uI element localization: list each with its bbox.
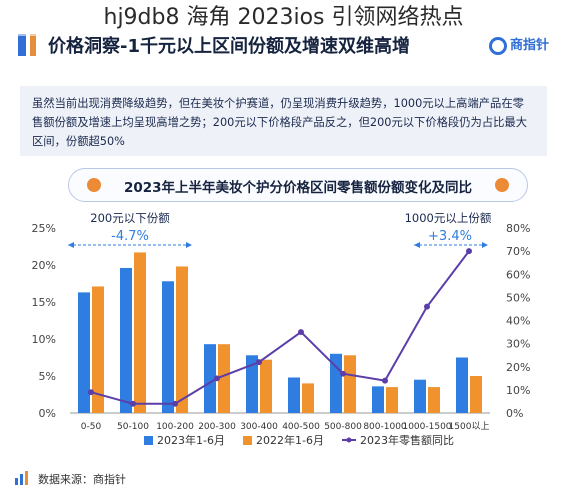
x-tick-label: 50-100 [117,422,149,432]
accent-bar-orange [30,34,36,56]
y-right-tick-label: 70% [506,245,530,258]
bar-2023 [246,355,258,413]
bar-2022 [470,376,482,413]
bar-2022 [428,387,440,413]
bar-2023 [162,281,174,413]
legend-marker-yoy [346,437,352,443]
y-left-tick-label: 0% [39,407,56,420]
annotation-label: 1000元以上份额 [405,211,492,225]
x-tick-label: 1000-1500 [402,422,451,432]
x-tick-label: 1500以上 [449,421,490,432]
y-right-tick-label: 40% [506,315,530,328]
bar-2022 [134,252,146,413]
report-header: 价格洞察-1千元以上区间份额及增速双维高增 商指针 [0,26,567,66]
yoy-point [130,400,136,407]
bullet-dot-icon [87,178,101,192]
bar-2022 [218,344,230,413]
bar-2022 [386,387,398,413]
annotation-value: +3.4% [428,229,472,244]
legend-swatch-2022 [243,436,252,445]
bar-2022 [260,359,272,413]
page-title: 价格洞察-1千元以上区间份额及增速双维高增 [48,36,410,57]
bar-2023 [456,357,468,413]
arrow-left-icon [68,242,74,248]
arrow-left-icon [414,242,420,248]
x-tick-label: 200-300 [198,422,236,432]
brand-logo: 商指针 [488,34,549,55]
chart-title-pill: 2023年上半年美妆个护分价格区间零售额份额变化及同比 [68,168,528,202]
y-right-tick-label: 50% [506,291,530,304]
y-left-tick-label: 20% [32,259,56,272]
y-right-tick-label: 80% [506,222,530,235]
bar-2022 [176,266,188,413]
bullet-dot-icon [495,178,509,192]
bar-2023 [372,386,384,413]
logo-text: 商指针 [509,38,549,53]
logo-icon [488,36,507,55]
y-right-tick-label: 0% [506,407,523,420]
arrow-right-icon [482,242,488,248]
y-left-tick-label: 10% [32,333,56,346]
bar-2022 [92,286,104,413]
summary-box: 虽然当前出现消费降级趋势，但在美妆个护赛道，仍呈现消费升级趋势，1000元以上高… [20,86,547,156]
yoy-point [214,375,220,382]
accent-bar-blue [18,34,26,56]
bar-2022 [344,355,356,413]
data-source: 数据来源：商指针 [38,473,126,486]
chart-title: 2023年上半年美妆个护分价格区间零售额份额变化及同比 [123,180,473,196]
bar-2023 [78,292,90,413]
bar-2023 [288,377,300,413]
yoy-point [382,377,388,384]
yoy-point [298,329,304,336]
chart-icon [15,471,28,485]
bar-2023 [414,379,426,413]
legend-label: 2022年1-6月 [256,433,324,447]
yoy-point [340,370,346,377]
legend-label: 2023年1-6月 [157,433,225,447]
bar-2023 [120,267,132,413]
x-tick-label: 0-50 [81,422,102,432]
legend-swatch-2023 [144,436,153,445]
footer: 数据来源：商指针 [0,462,567,500]
y-right-tick-label: 10% [506,384,530,397]
yoy-point [256,359,262,366]
x-tick-label: 500-800 [324,422,362,432]
bar-line-chart: 0% 5% 10% 15% 20% 25% 0% 10% 20% 30% 40% 50% 60% 70% 8… [32,211,531,447]
x-tick-label: 400-500 [282,422,320,432]
y-right-tick-label: 30% [506,338,530,351]
y-right-tick-label: 20% [506,361,530,374]
bar-2023 [204,344,216,413]
yoy-point [88,389,94,396]
yoy-line [90,250,470,405]
x-tick-label: 100-200 [156,422,194,432]
yoy-point [424,303,430,310]
legend-label: 2023年零售额同比 [360,433,454,447]
yoy-point [172,400,178,407]
y-left-tick-label: 25% [32,222,56,235]
y-left-tick-label: 5% [39,370,56,383]
x-tick-label: 800-1000 [363,422,407,432]
annotation-label: 200元以下份额 [90,211,170,225]
overlay-title: hj9db8 海角 2023ios 引领网络热点 [0,0,567,36]
x-tick-label: 300-400 [240,422,278,432]
arrow-right-icon [186,242,192,248]
y-left-tick-label: 15% [32,296,56,309]
bar-2022 [302,383,314,413]
annotation-value: -4.7% [111,229,149,244]
y-right-tick-label: 60% [506,268,530,281]
yoy-point [466,248,472,255]
